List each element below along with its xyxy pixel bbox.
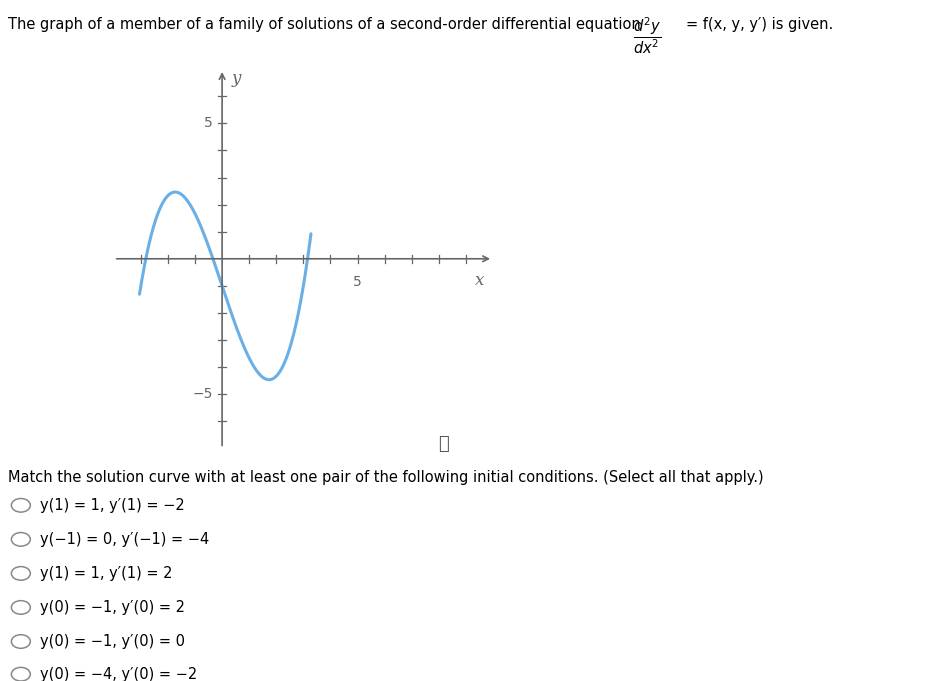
Text: ⓘ: ⓘ <box>438 435 449 453</box>
Text: $\dfrac{d^2y}{dx^2}$: $\dfrac{d^2y}{dx^2}$ <box>633 15 662 56</box>
Text: y(1) = 1, y′(1) = −2: y(1) = 1, y′(1) = −2 <box>40 498 185 513</box>
Text: 5: 5 <box>204 116 212 130</box>
Text: y(0) = −4, y′(0) = −2: y(0) = −4, y′(0) = −2 <box>40 667 197 681</box>
Text: Match the solution curve with at least one pair of the following initial conditi: Match the solution curve with at least o… <box>8 470 763 485</box>
Text: y(0) = −1, y′(0) = 2: y(0) = −1, y′(0) = 2 <box>40 600 185 615</box>
Text: The graph of a member of a family of solutions of a second-order differential eq: The graph of a member of a family of sol… <box>8 17 640 32</box>
Text: y(−1) = 0, y′(−1) = −4: y(−1) = 0, y′(−1) = −4 <box>40 532 210 547</box>
Text: y(1) = 1, y′(1) = 2: y(1) = 1, y′(1) = 2 <box>40 566 173 581</box>
Text: y(0) = −1, y′(0) = 0: y(0) = −1, y′(0) = 0 <box>40 634 185 649</box>
Text: x: x <box>475 272 484 289</box>
Text: y: y <box>231 70 241 87</box>
Text: 5: 5 <box>354 275 362 289</box>
Text: −5: −5 <box>192 387 212 401</box>
Text: = f(x, y, y′) is given.: = f(x, y, y′) is given. <box>686 17 833 32</box>
